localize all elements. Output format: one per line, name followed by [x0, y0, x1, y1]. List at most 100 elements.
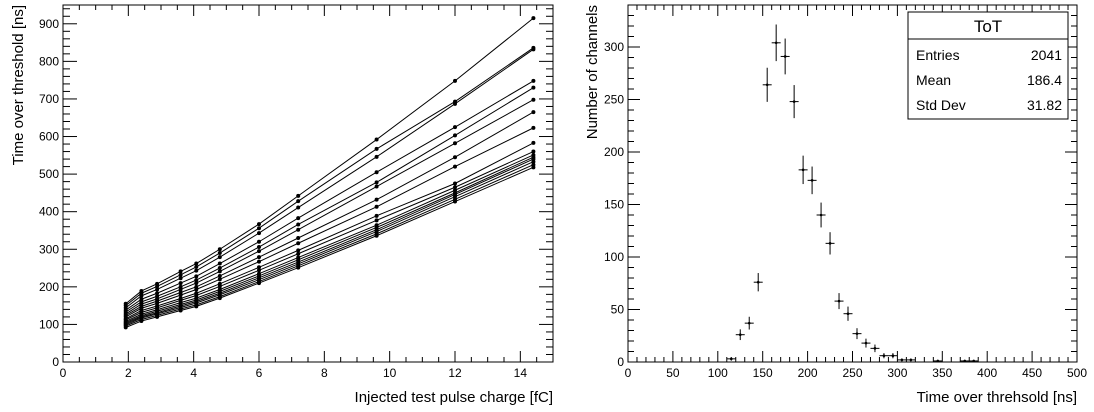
bin-point: [873, 347, 877, 350]
series-2-point: [217, 251, 222, 256]
left-axis-ticks: 0 2 4 6 8 10 12 14 0 100 200 300 400 500 600 700 800 900: [39, 5, 554, 380]
bin-point: [936, 359, 940, 363]
series-5-point: [296, 222, 301, 227]
series-16-point: [139, 319, 144, 324]
series-3-point: [453, 101, 457, 106]
series-4-point: [155, 291, 160, 296]
series-16-point: [296, 265, 301, 270]
y-tick-label: 300: [39, 242, 59, 256]
series-4-point: [178, 281, 183, 286]
x-tick-label: 10: [383, 366, 397, 380]
series-3-point: [139, 293, 144, 298]
series-1-point: [178, 269, 183, 274]
series-6-point: [194, 281, 199, 286]
x-tick-label: 300: [887, 366, 907, 380]
y-tick-label: 700: [39, 92, 59, 106]
series-8-point: [531, 125, 536, 130]
series-5-point: [194, 278, 199, 283]
series-3-point: [194, 268, 199, 273]
series-4-point: [453, 125, 457, 130]
series-line-6: [125, 99, 534, 315]
x-tick-label: 4: [190, 366, 197, 380]
series-16-point: [531, 165, 536, 170]
series-5-point: [374, 180, 379, 185]
series-line-1: [125, 17, 534, 305]
x-tick-label: 0: [60, 366, 67, 380]
x-tick-label: 500: [1067, 366, 1087, 380]
stats-box: ToT Entries 2041 Mean 186.4 Std Dev 31.8…: [907, 11, 1069, 120]
series-7-point: [453, 155, 457, 160]
x-tick-label: 2: [125, 366, 132, 380]
series-1-point: [531, 16, 536, 21]
bin-point: [729, 357, 733, 361]
series-16-point: [257, 281, 261, 286]
bin-point: [864, 341, 868, 345]
y-tick-label: 900: [39, 17, 59, 31]
series-2-point: [257, 226, 261, 231]
y-tick-label: 600: [39, 130, 59, 144]
series-10-point: [374, 218, 379, 223]
series-6-point: [257, 249, 261, 254]
series-3-point: [531, 47, 536, 52]
series-16-point: [453, 199, 457, 204]
series-2-point: [296, 199, 301, 204]
y-tick-label: 500: [39, 167, 59, 181]
series-6-point: [374, 184, 379, 189]
bin-point: [765, 83, 769, 87]
series-2-point: [178, 272, 183, 277]
bin-point: [747, 321, 751, 325]
x-tick-label: 0: [625, 366, 632, 380]
series-6-point: [296, 227, 301, 232]
bin-point: [837, 299, 841, 303]
series-10-point: [257, 268, 261, 273]
y-tick-label: 0: [52, 355, 59, 369]
series-1-point: [374, 137, 379, 142]
stats-box-frame: [907, 11, 1069, 120]
series-4-point: [217, 261, 222, 266]
series-7-point: [217, 273, 222, 278]
bin-point: [792, 100, 796, 103]
series-3-point: [217, 255, 222, 260]
x-tick-label: 150: [753, 366, 773, 380]
series-10-point: [453, 185, 457, 190]
y-tick-label: 100: [604, 250, 624, 264]
series-1-point: [453, 78, 457, 83]
series-9-point: [257, 265, 261, 270]
y-tick-label: 50: [611, 303, 625, 317]
series-6-point: [453, 141, 457, 146]
x-tick-label: 100: [708, 366, 728, 380]
bin-point: [738, 333, 742, 337]
series-7-point: [257, 255, 261, 260]
series-10-point: [217, 284, 222, 289]
bin-point: [855, 332, 859, 335]
bin-point: [891, 354, 895, 358]
series-9-point: [374, 213, 379, 218]
series-line-7: [125, 111, 534, 316]
right-histogram-bins: [726, 24, 979, 363]
series-4-point: [194, 274, 199, 279]
left-series-group: [123, 16, 536, 330]
left-chart: 0 2 4 6 8 10 12 140100200300400500600700800900 …: [10, 4, 554, 406]
right-y-axis-title: Number of channels: [584, 5, 601, 139]
x-tick-label: 50: [666, 366, 680, 380]
right-x-axis-title: Time over threhsold [ns]: [917, 389, 1077, 406]
series-10-point: [531, 149, 536, 154]
series-9-point: [296, 248, 301, 253]
bin-point: [882, 354, 886, 358]
series-8-point: [194, 287, 199, 292]
x-tick-label: 200: [798, 366, 818, 380]
y-tick-label: 200: [39, 280, 59, 294]
x-tick-label: 350: [932, 366, 952, 380]
series-1-point: [194, 261, 199, 266]
stats-box-title: ToT: [974, 17, 1002, 36]
series-1-point: [257, 222, 261, 227]
series-4-point: [257, 239, 261, 244]
series-4-point: [374, 170, 379, 175]
series-8-point: [296, 241, 301, 246]
series-7-point: [531, 110, 536, 115]
series-7-point: [374, 197, 379, 202]
series-5-point: [453, 133, 457, 138]
y-tick-label: 200: [604, 145, 624, 159]
series-2-point: [374, 146, 379, 151]
series-1-point: [296, 193, 301, 198]
